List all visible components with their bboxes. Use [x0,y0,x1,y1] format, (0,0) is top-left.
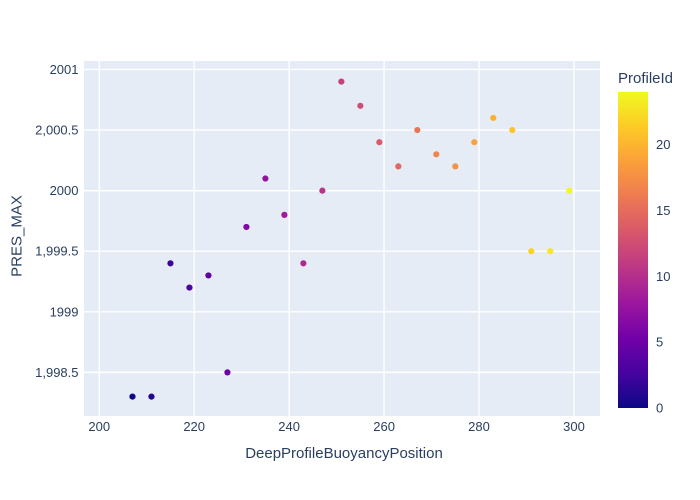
data-point[interactable] [433,151,440,158]
y-tick-label: 2000 [50,183,79,198]
data-point[interactable] [262,175,269,182]
colorbar-title: ProfileId [618,70,674,87]
data-point[interactable] [243,223,250,231]
x-tick-label: 300 [563,419,585,434]
data-point[interactable] [319,187,326,194]
data-point[interactable] [547,248,554,255]
x-tick-label: 280 [468,419,490,434]
data-point[interactable] [471,139,478,146]
y-axis-title: PRES_MAX [8,195,26,277]
data-point[interactable] [395,163,402,170]
y-tick-label: 2001 [50,62,79,77]
data-point[interactable] [205,272,212,279]
x-axis-title: DeepProfileBuoyancyPosition [245,445,443,462]
colorbar-tick-label: 5 [656,335,663,350]
y-tick-label: 2,000.5 [35,123,78,138]
x-tick-label: 240 [278,419,300,434]
y-tick-label: 1,998.5 [35,365,78,380]
data-point[interactable] [490,114,497,122]
data-point[interactable] [167,260,174,267]
colorbar-tick-label: 0 [656,401,663,416]
data-point[interactable] [452,163,459,170]
y-tick-label: 1999 [50,304,79,319]
colorbar-tick-label: 15 [656,203,670,218]
data-point[interactable] [528,248,535,255]
x-tick-label: 200 [88,419,110,434]
y-tick-label: 1,999.5 [35,244,78,259]
colorbar-tick-label: 20 [656,137,670,152]
data-point[interactable] [281,211,288,218]
data-point[interactable] [338,78,345,85]
data-point[interactable] [224,369,231,376]
colorbar-gradient [618,92,648,408]
data-point[interactable] [414,126,421,134]
x-tick-label: 220 [183,419,205,434]
data-point[interactable] [300,260,307,267]
data-point[interactable] [509,126,516,134]
data-point[interactable] [376,139,383,146]
data-point[interactable] [186,284,193,291]
data-point[interactable] [357,102,364,109]
data-point[interactable] [148,393,155,400]
x-tick-label: 260 [373,419,395,434]
colorbar-tick-label: 10 [656,269,670,284]
plot-area[interactable] [84,61,600,416]
data-point[interactable] [566,187,573,194]
data-point[interactable] [129,393,136,400]
